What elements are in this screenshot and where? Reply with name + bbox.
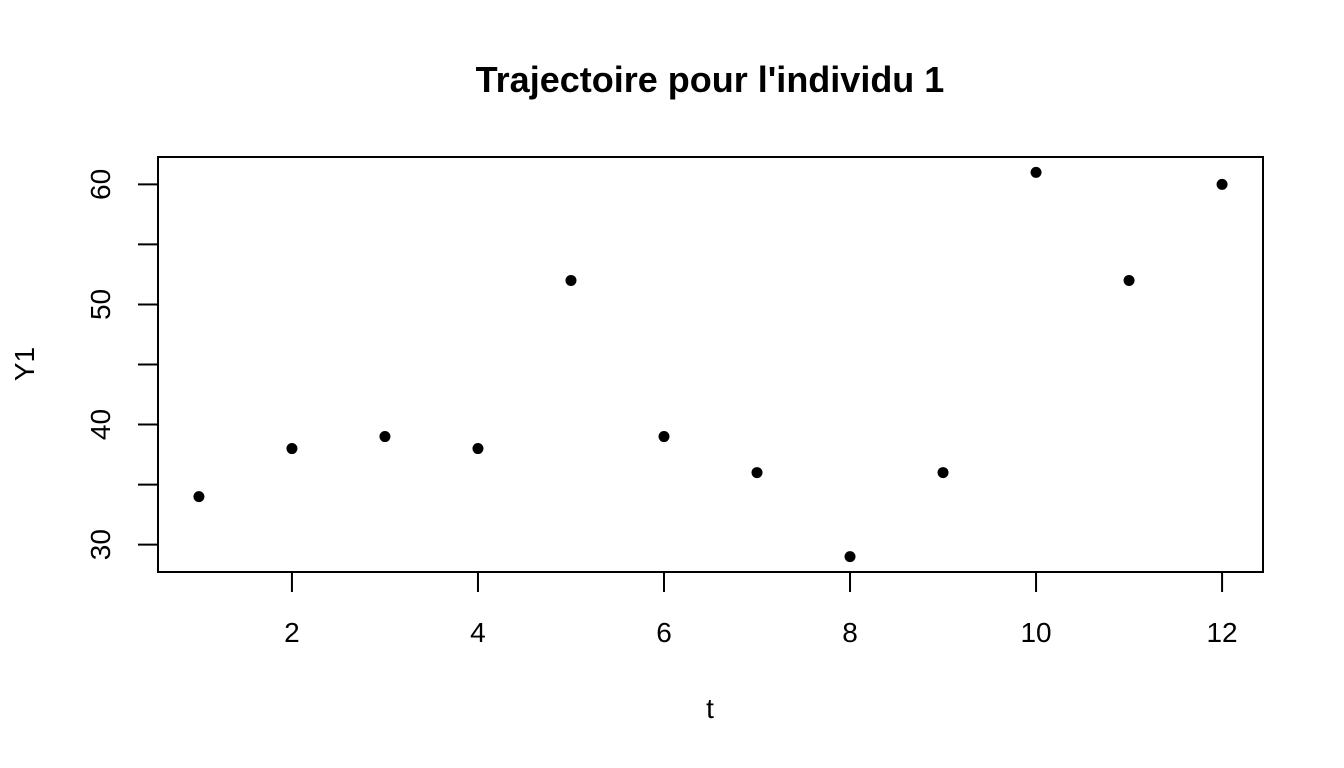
data-point [286,443,298,455]
x-tick-label: 4 [470,617,486,648]
y-tick-label: 40 [85,409,116,440]
data-point [565,274,577,286]
data-point [472,443,484,455]
data-points [193,166,1228,563]
data-point [844,551,856,563]
plot-frame [157,156,1264,573]
data-point [751,467,763,479]
x-tick-label: 6 [656,617,672,648]
data-point [193,491,205,503]
data-point [1030,166,1042,178]
data-point [658,431,670,443]
data-point [379,431,391,443]
y-tick-label: 50 [85,289,116,320]
data-point [937,467,949,479]
x-axis: 2 4 6 8 10 12 [284,571,1238,648]
chart-title: Trajectoire pour l'individu 1 [476,59,945,100]
x-tick-label: 2 [284,617,300,648]
x-tick-label: 8 [842,617,858,648]
data-point [1123,274,1135,286]
y-tick-label: 30 [85,529,116,560]
y-axis: 30 40 50 60 [85,169,159,560]
x-tick-label: 10 [1020,617,1051,648]
data-point [1216,178,1228,190]
x-tick-label: 12 [1206,617,1237,648]
x-axis-label: t [706,693,714,724]
y-axis-label: Y1 [9,347,40,381]
y-tick-label: 60 [85,169,116,200]
